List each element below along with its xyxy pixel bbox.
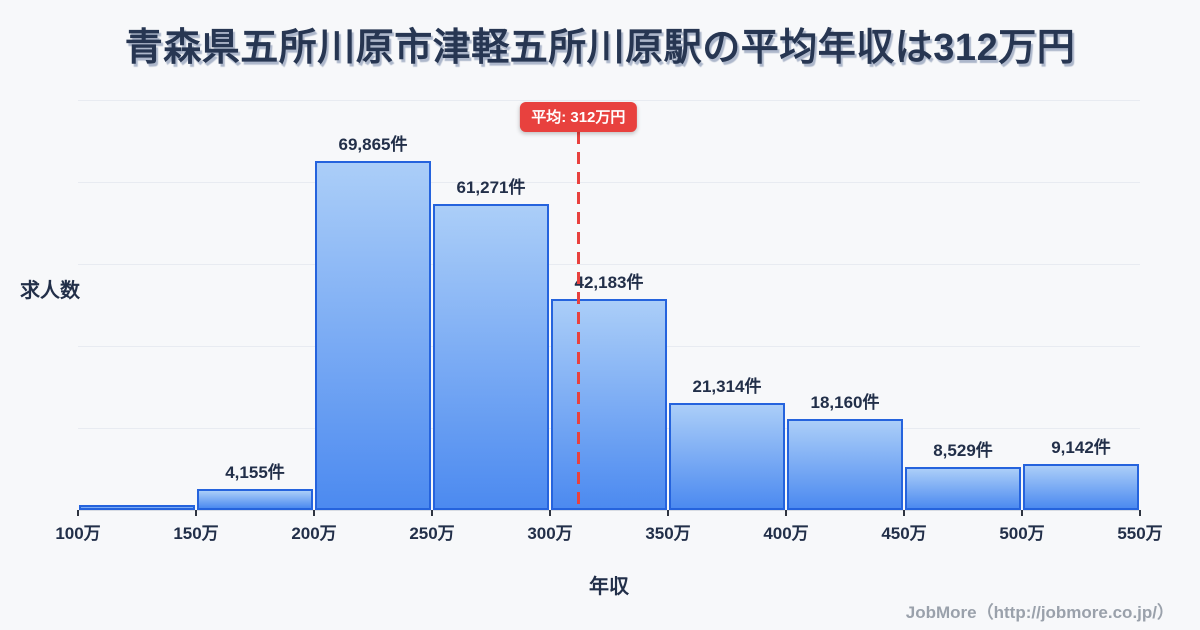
x-tick-label: 500万 [999,524,1045,543]
bar [315,161,431,510]
bar-value-label: 21,314件 [692,377,762,396]
x-tick-label: 300万 [527,524,573,543]
plot-area: 4,155件 69,865件 61,271件 42,183件 21,314件 18,160… [55,100,1163,543]
x-tick-mark [1139,510,1141,516]
x-tick-mark [431,510,433,516]
x-tick-mark [1021,510,1023,516]
y-axis-label: 求人数 [20,280,80,302]
footer-credit: JobMore（http://jobmore.co.jp/） [905,603,1174,622]
bar-value-label: 9,142件 [1051,438,1111,457]
x-tick-label: 100万 [55,524,101,543]
x-tick-label: 200万 [291,524,337,543]
bar-value-label: 69,865件 [338,135,408,154]
x-tick-mark [667,510,669,516]
x-tick-mark [903,510,905,516]
x-tick-label: 550万 [1117,524,1163,543]
x-axis-baseline [78,510,1140,511]
bar [1023,464,1139,510]
x-tick-label: 400万 [763,524,809,543]
x-tick-mark [313,510,315,516]
bar-value-label: 42,183件 [574,273,644,292]
average-badge: 平均: 312万円 [520,102,637,132]
bar-value-label: 61,271件 [456,178,526,197]
bar [197,489,313,510]
x-tick-label: 450万 [881,524,927,543]
bar [669,403,785,510]
gridline [78,264,1140,265]
bar [551,299,667,510]
gridline [78,182,1140,183]
gridline [78,100,1140,101]
x-tick-label: 250万 [409,524,455,543]
x-tick-label: 350万 [645,524,691,543]
bar [79,505,195,510]
x-tick-mark [77,510,79,516]
chart-title: 青森県五所川原市津軽五所川原駅の平均年収は312万円 [124,27,1076,69]
x-tick-mark [785,510,787,516]
bar [433,204,549,510]
average-line [576,132,580,510]
bar [787,419,903,510]
bar-value-label: 4,155件 [225,463,285,482]
x-tick-label: 150万 [173,524,219,543]
x-axis-label: 年収 [589,576,629,598]
bar-value-label: 18,160件 [810,393,880,412]
x-tick-mark [195,510,197,516]
x-tick-mark [549,510,551,516]
bar [905,467,1021,510]
bar-value-label: 8,529件 [933,441,993,460]
